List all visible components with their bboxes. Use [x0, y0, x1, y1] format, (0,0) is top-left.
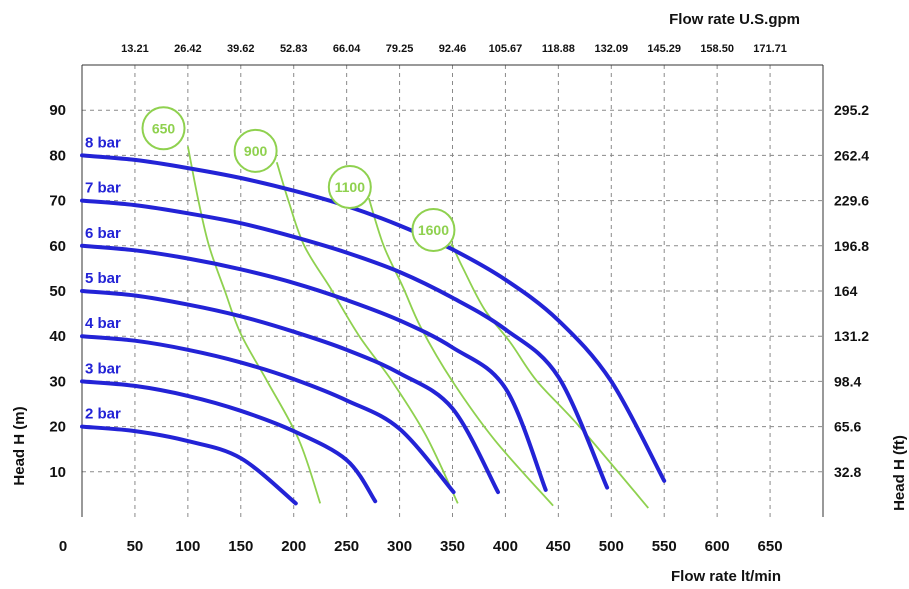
rpm-label-650: 650 — [152, 120, 176, 136]
series-labels: 2 bar 3 bar 4 bar 5 bar 6 bar 7 bar 8 bar — [85, 134, 121, 422]
y2-tick-label: 262.4 — [834, 147, 869, 163]
x2-tick-label: 105.67 — [489, 43, 523, 55]
x2-tick-label: 145.29 — [647, 43, 681, 55]
x2-tick-label: 26.42 — [174, 43, 202, 55]
rpm-labels: 650 900 1100 1600 — [141, 106, 456, 252]
x-tick-label: 0 — [59, 538, 67, 555]
y-tick-label: 70 — [49, 193, 66, 210]
x-axis-ticks: 0 50 100 150 200 250 300 350 400 450 500 550 600 650 — [59, 538, 783, 555]
grid-lines — [82, 65, 823, 517]
series-line-7-bar — [80, 198, 610, 490]
y2-tick-label: 131.2 — [834, 328, 869, 344]
x2-tick-label: 66.04 — [333, 43, 361, 55]
series-label-4-bar: 4 bar — [85, 315, 121, 332]
x-axis-title: Flow rate lt/min — [671, 568, 781, 585]
x-tick-label: 100 — [175, 538, 200, 555]
x-tick-label: 300 — [387, 538, 412, 555]
rpm-label-900: 900 — [244, 143, 268, 159]
x2-tick-label: 79.25 — [386, 43, 414, 55]
y2-axis-title: Head H (ft) — [891, 435, 908, 511]
y-tick-label: 30 — [49, 373, 66, 390]
rpm-label-circle-900 — [233, 128, 278, 173]
y2-tick-label: 229.6 — [834, 193, 869, 209]
series-label-7-bar: 7 bar — [85, 180, 121, 197]
x-tick-label: 450 — [546, 538, 571, 555]
y2-tick-label: 32.8 — [834, 464, 861, 480]
y2-tick-label: 196.8 — [834, 238, 869, 254]
x-tick-label: 150 — [228, 538, 253, 555]
y2-tick-label: 98.4 — [834, 373, 861, 389]
series-line-4-bar — [80, 334, 456, 495]
y-axis-title: Head H (m) — [11, 406, 28, 485]
series-line-6-bar — [80, 243, 548, 492]
rpm-label-circle-1600 — [411, 207, 456, 252]
x2-tick-label: 39.62 — [227, 43, 255, 55]
series-label-6-bar: 6 bar — [85, 225, 121, 242]
x-tick-label: 250 — [334, 538, 359, 555]
series-label-5-bar: 5 bar — [85, 270, 121, 287]
series-label-8-bar: 8 bar — [85, 134, 121, 151]
x-tick-label: 650 — [758, 538, 783, 555]
pressure-series — [80, 153, 667, 506]
series-line-8-bar — [80, 153, 667, 483]
y-tick-label: 10 — [49, 464, 66, 481]
x2-tick-label: 13.21 — [121, 43, 149, 55]
x2-tick-label: 158.50 — [700, 43, 734, 55]
x-tick-label: 550 — [652, 538, 677, 555]
y2-tick-label: 295.2 — [834, 102, 869, 118]
x2-tick-label: 118.88 — [542, 43, 575, 55]
series-label-2-bar: 2 bar — [85, 406, 121, 423]
rpm-label-circle-650 — [141, 106, 186, 151]
y-tick-label: 60 — [49, 238, 66, 255]
x-tick-label: 500 — [599, 538, 624, 555]
series-line-5-bar — [80, 289, 500, 495]
y-tick-label: 50 — [49, 283, 66, 300]
rpm-label-circle-1100 — [327, 165, 372, 210]
x2-tick-label: 132.09 — [594, 43, 628, 55]
y-tick-label: 20 — [49, 419, 66, 436]
x2-axis-title: Flow rate U.S.gpm — [669, 11, 800, 28]
y2-tick-label: 164 — [834, 283, 858, 299]
rpm-curve-1600 — [450, 243, 649, 509]
rpm-curve-650 — [187, 146, 322, 504]
x2-tick-label: 92.46 — [439, 43, 467, 55]
x2-axis-ticks: 13.21 26.42 39.62 52.83 66.04 79.25 92.46 105.6… — [121, 43, 787, 55]
y-tick-label: 80 — [49, 147, 66, 164]
x-tick-label: 350 — [440, 538, 465, 555]
rpm-label-1100: 1100 — [335, 179, 366, 195]
y-tick-label: 90 — [49, 102, 66, 119]
series-line-3-bar — [80, 379, 378, 504]
x-tick-label: 600 — [705, 538, 730, 555]
x-tick-label: 200 — [281, 538, 306, 555]
y-tick-label: 40 — [49, 328, 66, 345]
series-label-3-bar: 3 bar — [85, 360, 121, 377]
x-tick-label: 400 — [493, 538, 518, 555]
x2-tick-label: 171.71 — [753, 43, 787, 55]
series-line-2-bar — [80, 424, 298, 506]
x2-tick-label: 52.83 — [280, 43, 308, 55]
y2-axis-ticks: 32.8 65.6 98.4 131.2 164 196.8 229.6 262.4 295.2 — [834, 102, 869, 480]
rpm-label-1600: 1600 — [418, 222, 449, 238]
x-tick-label: 50 — [127, 538, 144, 555]
y-axis-ticks: 10 20 30 40 50 60 70 80 90 — [49, 102, 66, 481]
y2-tick-label: 65.6 — [834, 419, 861, 435]
rpm-curve-900 — [275, 161, 459, 504]
